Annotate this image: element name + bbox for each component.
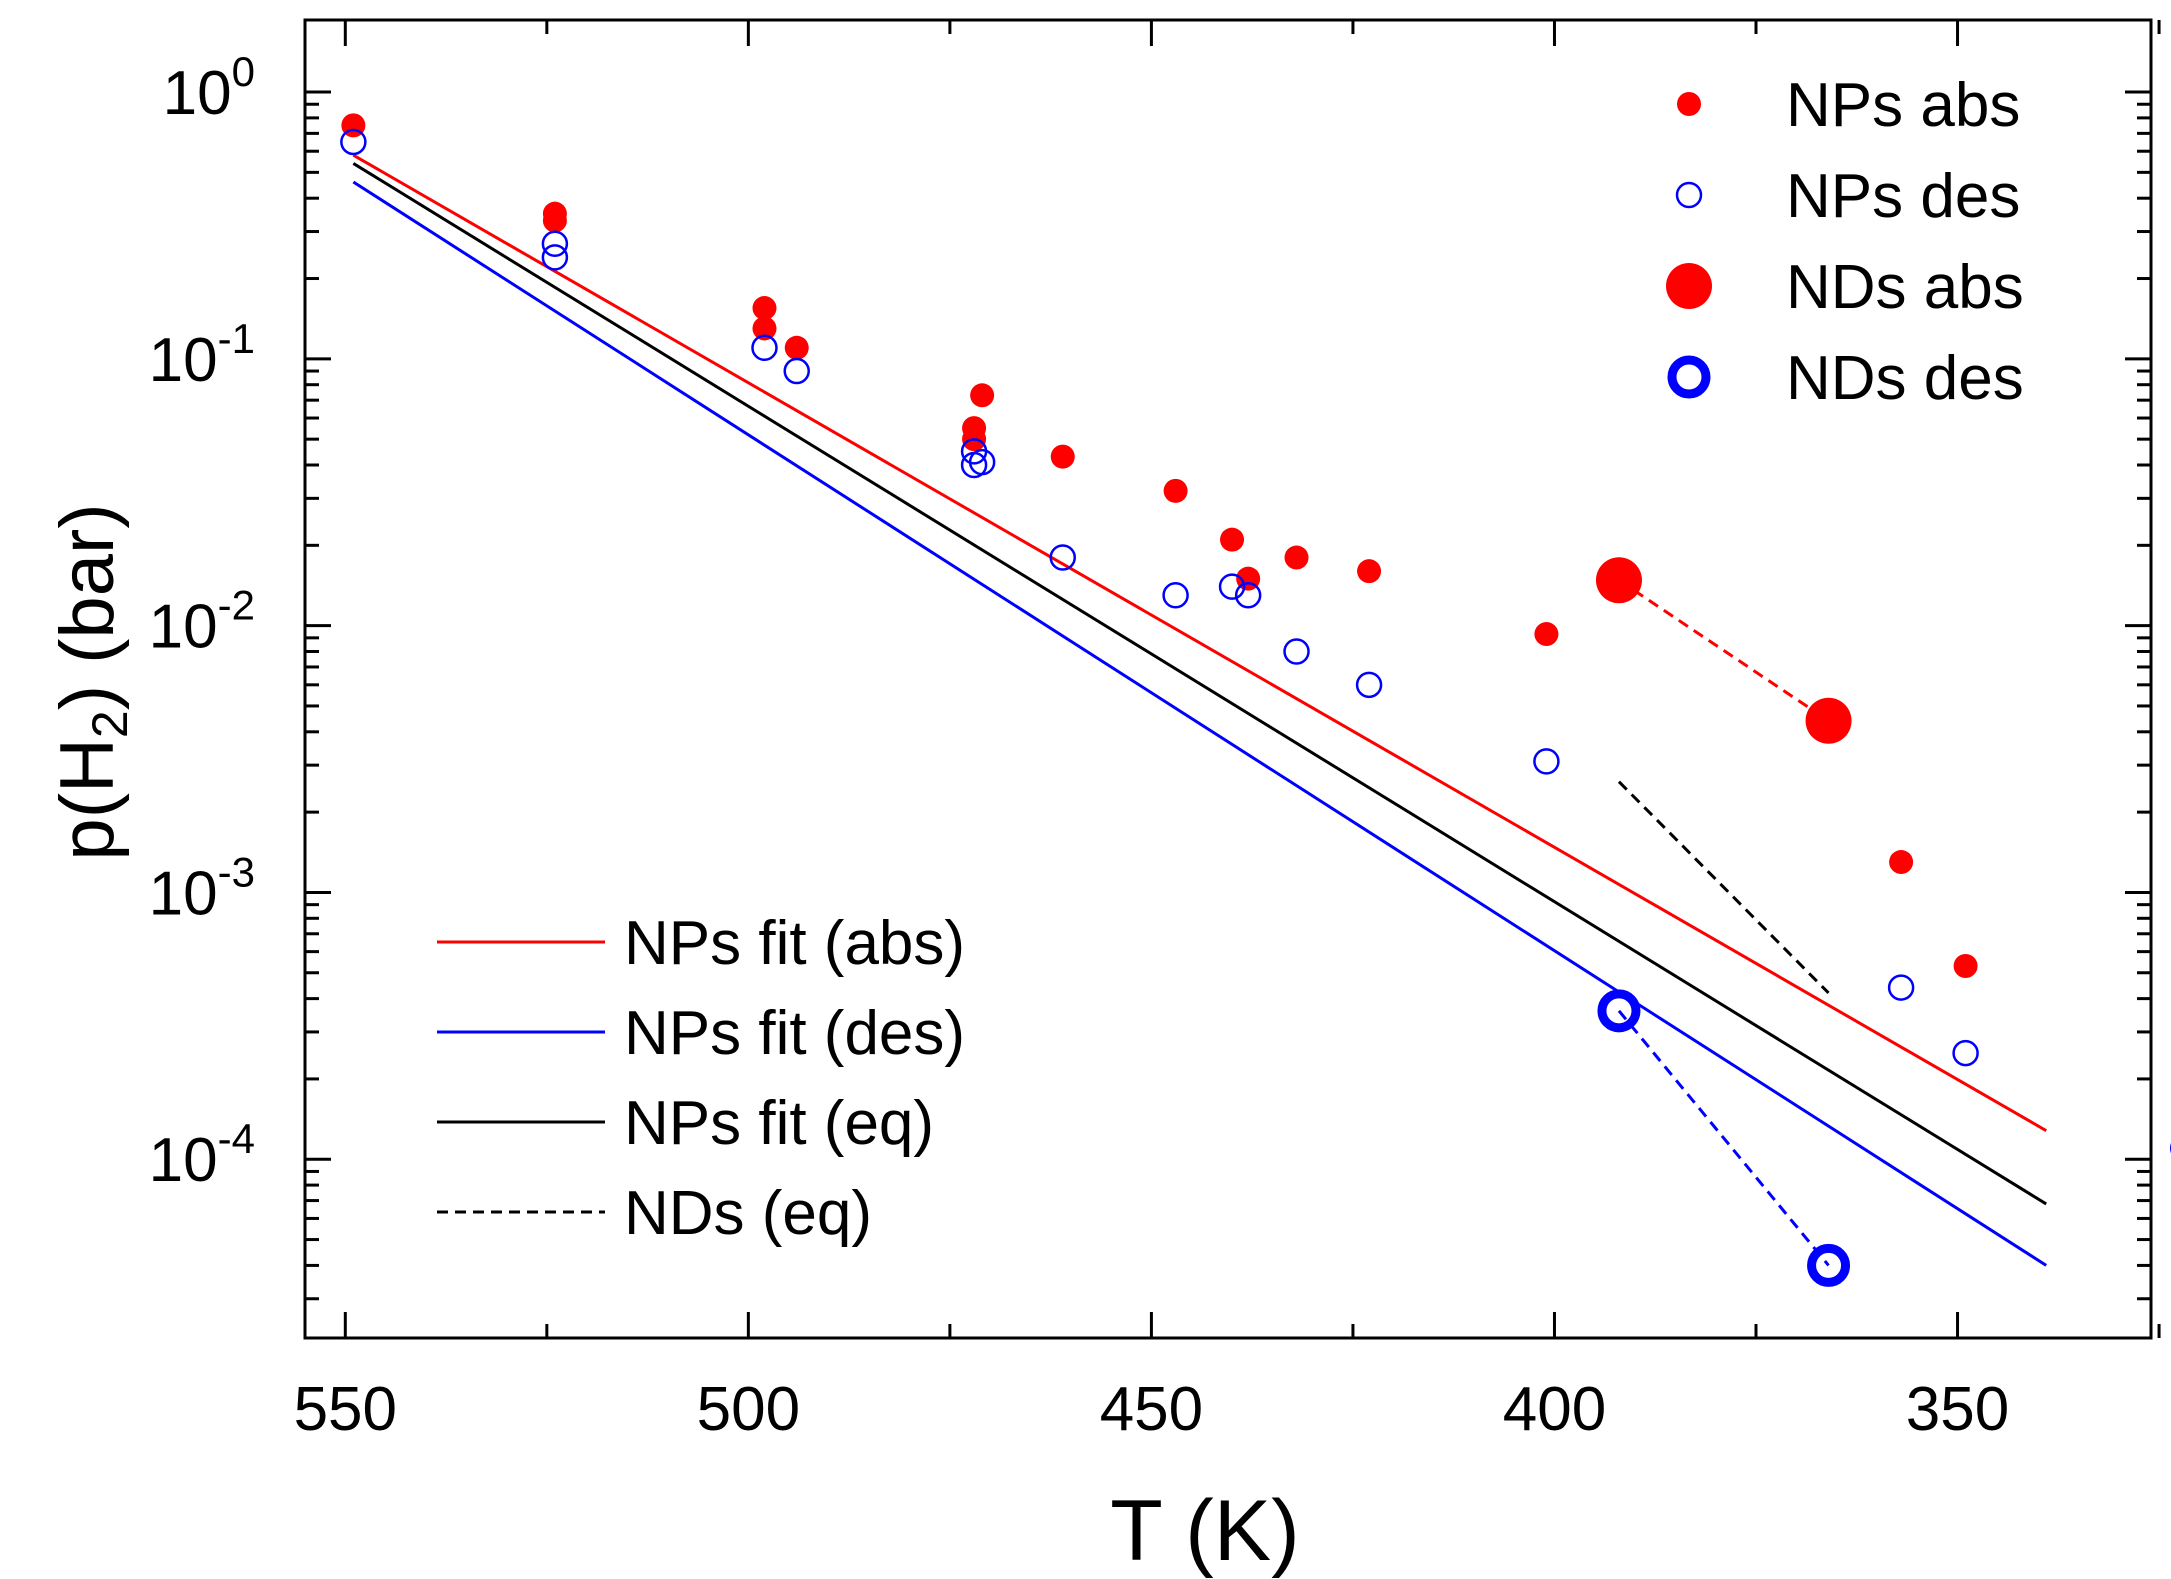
nps-abs-point: [1953, 954, 1978, 979]
y-tick-label-base: 10: [149, 859, 218, 928]
axis-ticks: [305, 20, 2161, 1338]
y-tick-label-exponent: -3: [218, 848, 255, 895]
legend-nds-des-label: NDs des: [1786, 344, 2024, 413]
nps-des-point: [340, 128, 367, 156]
nps-des-point: [1533, 748, 1560, 775]
nds-abs-point: [1805, 697, 1852, 744]
nps-des-point: [1355, 671, 1383, 699]
y-axis-label-main: p(H: [45, 738, 130, 860]
x-axis-label: T (K): [1110, 1483, 1300, 1579]
legend-lines: NPs fit (abs) NPs fit (des) NPs fit (eq) ND…: [437, 909, 965, 1248]
nps-fit-abs-line: [352, 153, 2047, 1132]
nps-des-point: [1162, 581, 1189, 609]
nps-abs-point: [1889, 850, 1914, 875]
legend-nps-des-marker: [1675, 181, 1703, 209]
nps-des-point: [783, 357, 810, 385]
legend-markers: NPs abs NPs des NDs abs NDs des: [1666, 71, 2024, 413]
legend-nds-eq-label: NDs (eq): [624, 1179, 872, 1248]
nps-des-point: [960, 451, 988, 479]
nps-des-point: [1952, 1039, 1979, 1067]
y-tick-label-exponent: 0: [232, 48, 255, 95]
nps-abs-point: [752, 296, 777, 321]
y-tick-label-base: 10: [163, 59, 232, 128]
nds-abs-point: [1595, 557, 1642, 604]
nps-abs-point: [970, 383, 995, 408]
nps-abs-point: [1220, 527, 1245, 552]
nps-des-point: [1234, 581, 1262, 609]
y-tick-label-exponent: -1: [218, 315, 255, 362]
y-tick-label: 10-3: [149, 848, 255, 928]
nps-abs-point: [1357, 559, 1382, 584]
y-axis-label-end: ) (bar): [45, 503, 130, 710]
nd-connectors: [1617, 578, 1830, 1267]
nps-des-point: [541, 244, 569, 271]
x-tick-label: 400: [1503, 1375, 1606, 1444]
nps-fit-des-line: [352, 180, 2048, 1267]
y-axis-label-sub: 2: [82, 710, 138, 738]
y-tick-label-base: 10: [149, 593, 218, 662]
x-tick-label: 550: [294, 1375, 397, 1444]
y-tick-label: 10-2: [149, 582, 255, 662]
nps-des-point: [1887, 974, 1915, 1001]
legend-nps-des-label: NPs des: [1786, 162, 2020, 231]
nds-des-point: [1807, 1243, 1851, 1287]
data-points: [340, 113, 2171, 1287]
nps-abs-point: [542, 208, 567, 233]
legend-nps-abs-marker: [1677, 92, 1701, 116]
y-tick-label: 100: [163, 48, 255, 128]
y-tick-label-exponent: -4: [218, 1115, 255, 1162]
y-tick-label: 10-1: [149, 315, 255, 395]
legend-nds-abs-label: NDs abs: [1786, 253, 2024, 322]
nds-eq-line: [1617, 780, 1830, 995]
nps-abs-point: [1284, 545, 1309, 570]
legend-nds-des-marker: [1667, 355, 1711, 399]
y-tick-label-base: 10: [149, 1126, 218, 1195]
nps-des-point: [751, 334, 778, 362]
y-tick-label-base: 10: [149, 326, 218, 395]
x-tick-label: 500: [697, 1375, 800, 1444]
legend-nps-abs-label: NPs abs: [1786, 71, 2020, 140]
legend-nps-fit-eq-label: NPs fit (eq): [624, 1089, 934, 1158]
nps-abs-point: [1050, 444, 1075, 469]
nps-abs-point: [1534, 622, 1559, 647]
y-tick-label-exponent: -2: [218, 582, 255, 629]
nps-fit-eq-line: [352, 162, 2047, 1206]
x-tick-label: 450: [1100, 1375, 1203, 1444]
legend-nds-abs-marker: [1666, 263, 1712, 309]
plot-frame: [303, 18, 2153, 1340]
y-axis-label: p(H2) (bar): [45, 503, 138, 860]
nps-des-point: [541, 230, 569, 257]
legend-nps-fit-abs-label: NPs fit (abs): [624, 909, 965, 978]
nds-abs-connector: [1618, 578, 1830, 723]
nps-abs-point: [752, 316, 777, 341]
nds-des-connector: [1617, 1009, 1830, 1267]
x-tick-label: 350: [1906, 1375, 2009, 1444]
nps-des-point: [1049, 544, 1076, 571]
nps-abs-point: [1163, 478, 1188, 503]
nps-abs-point: [784, 335, 809, 360]
nds-des-point: [1597, 989, 1641, 1033]
nps-des-point: [1283, 638, 1310, 665]
nps-des-point: [1218, 573, 1246, 600]
fit-lines: [352, 153, 2048, 1267]
legend-nps-fit-des-label: NPs fit (des): [624, 999, 965, 1068]
y-tick-label: 10-4: [149, 1115, 255, 1195]
